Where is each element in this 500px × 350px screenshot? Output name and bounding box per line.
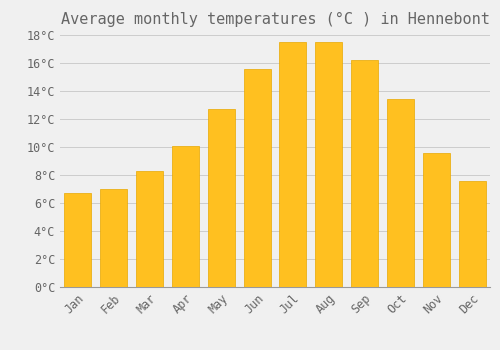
Bar <box>316 42 342 287</box>
Bar <box>136 171 163 287</box>
Bar <box>387 99 414 287</box>
Bar <box>423 153 450 287</box>
Bar <box>64 193 92 287</box>
Bar <box>458 181 485 287</box>
Bar <box>280 42 306 287</box>
Bar <box>100 189 127 287</box>
Bar <box>244 69 270 287</box>
Bar <box>351 60 378 287</box>
Title: Average monthly temperatures (°C ) in Hennebont: Average monthly temperatures (°C ) in He… <box>60 12 490 27</box>
Bar <box>172 146 199 287</box>
Bar <box>208 109 234 287</box>
